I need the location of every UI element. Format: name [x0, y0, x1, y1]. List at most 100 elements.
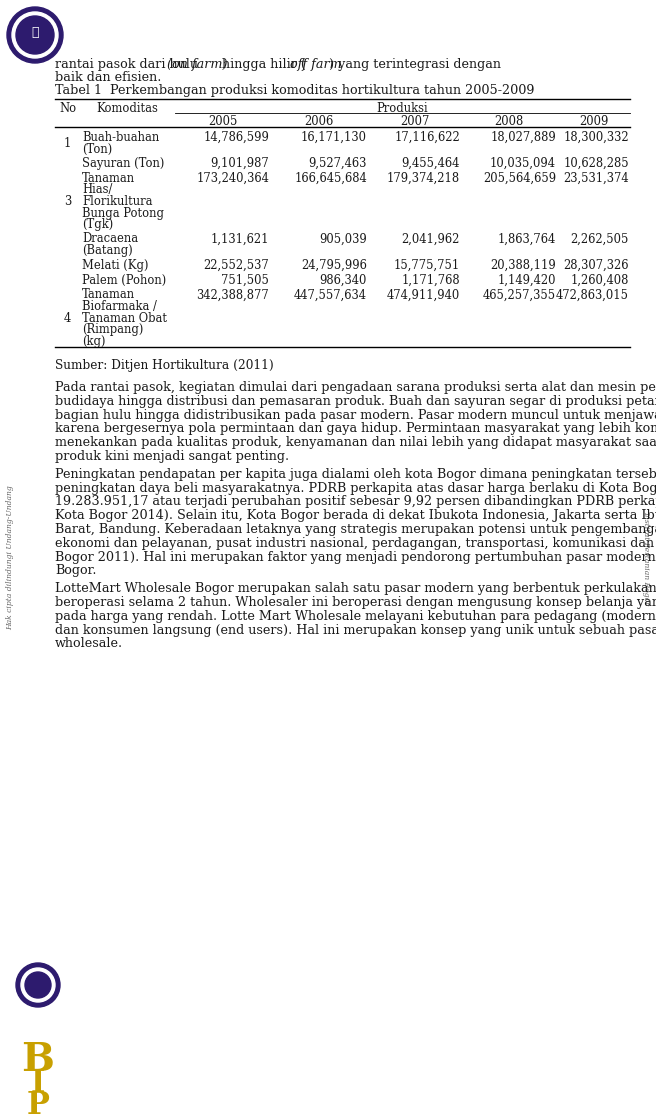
Text: ✿: ✿ — [31, 27, 39, 39]
Text: 9,455,464: 9,455,464 — [401, 157, 460, 169]
Text: 1,131,621: 1,131,621 — [211, 233, 269, 245]
Text: 2005: 2005 — [208, 115, 237, 128]
Text: 22,552,537: 22,552,537 — [203, 259, 269, 271]
Text: LotteMart Wholesale Bogor merupakan salah satu pasar modern yang berbentuk perku: LotteMart Wholesale Bogor merupakan sala… — [55, 582, 656, 595]
Text: Tabel 1  Perkembangan produksi komoditas hortikultura tahun 2005-2009: Tabel 1 Perkembangan produksi komoditas … — [55, 84, 535, 97]
Text: 986,340: 986,340 — [319, 273, 367, 287]
Text: wholesale.: wholesale. — [55, 638, 123, 650]
Text: Tanaman Obat: Tanaman Obat — [82, 311, 167, 324]
Text: Hak cipta dilindungi Undang-Undang: Hak cipta dilindungi Undang-Undang — [6, 485, 14, 630]
Circle shape — [7, 7, 63, 64]
Circle shape — [12, 12, 58, 58]
Circle shape — [16, 16, 54, 54]
Text: 905,039: 905,039 — [319, 233, 367, 245]
Text: 2006: 2006 — [304, 115, 334, 128]
Text: 18,027,889: 18,027,889 — [490, 130, 556, 144]
Text: Buah-buahan: Buah-buahan — [82, 130, 159, 144]
Text: 17,116,622: 17,116,622 — [394, 130, 460, 144]
Text: 20,388,119: 20,388,119 — [490, 259, 556, 271]
Text: menekankan pada kualitas produk, kenyamanan dan nilai lebih yang didapat masyara: menekankan pada kualitas produk, kenyama… — [55, 436, 656, 449]
Text: 474,911,940: 474,911,940 — [387, 289, 460, 301]
Text: 1,149,420: 1,149,420 — [497, 273, 556, 287]
Text: 14,786,599: 14,786,599 — [203, 130, 269, 144]
Text: Pada rantai pasok, kegiatan dimulai dari pengadaan sarana produksi serta alat da: Pada rantai pasok, kegiatan dimulai dari… — [55, 381, 656, 394]
Text: bagian hulu hingga didistribusikan pada pasar modern. Pasar modern muncul untuk : bagian hulu hingga didistribusikan pada … — [55, 408, 656, 421]
Text: produk kini menjadi sangat penting.: produk kini menjadi sangat penting. — [55, 450, 289, 463]
Text: Bunga Potong: Bunga Potong — [82, 206, 164, 220]
Text: 1: 1 — [64, 137, 72, 149]
Text: 28,307,326: 28,307,326 — [564, 259, 629, 271]
Text: Dracaena: Dracaena — [82, 233, 138, 245]
Text: (on farm): (on farm) — [167, 58, 228, 71]
Text: ekonomi dan pelayanan, pusat industri nasional, perdagangan, transportasi, komun: ekonomi dan pelayanan, pusat industri na… — [55, 536, 656, 550]
Text: Institut Pertanian Bogor: Institut Pertanian Bogor — [642, 511, 650, 604]
Text: hingga hilir (: hingga hilir ( — [218, 58, 306, 71]
Text: 447,557,634: 447,557,634 — [294, 289, 367, 301]
Text: (Ton): (Ton) — [82, 143, 112, 155]
Text: Peningkatan pendapatan per kapita juga dialami oleh kota Bogor dimana peningkata: Peningkatan pendapatan per kapita juga d… — [55, 468, 656, 481]
Text: dan konsumen langsung (end users). Hal ini merupakan konsep yang unik untuk sebu: dan konsumen langsung (end users). Hal i… — [55, 623, 656, 637]
Text: 205,564,659: 205,564,659 — [483, 172, 556, 185]
Text: Kota Bogor 2014). Selain itu, Kota Bogor berada di dekat Ibukota Indonesia, Jaka: Kota Bogor 2014). Selain itu, Kota Bogor… — [55, 510, 656, 522]
Text: Barat, Bandung. Keberadaan letaknya yang strategis merupakan potensi untuk penge: Barat, Bandung. Keberadaan letaknya yang… — [55, 523, 656, 536]
Text: 751,505: 751,505 — [221, 273, 269, 287]
Text: 4: 4 — [64, 311, 71, 324]
Text: pada harga yang rendah. Lotte Mart Wholesale melayani kebutuhan para pedagang (m: pada harga yang rendah. Lotte Mart Whole… — [55, 610, 656, 623]
Text: Sumber: Ditjen Hortikultura (2011): Sumber: Ditjen Hortikultura (2011) — [55, 359, 274, 372]
Text: 1,260,408: 1,260,408 — [571, 273, 629, 287]
Text: Biofarmaka /: Biofarmaka / — [82, 300, 157, 313]
Circle shape — [21, 968, 55, 1002]
Text: 24,795,996: 24,795,996 — [301, 259, 367, 271]
Text: (Rimpang): (Rimpang) — [82, 323, 144, 336]
Text: Produksi: Produksi — [377, 101, 428, 115]
Text: (Batang): (Batang) — [82, 244, 133, 256]
Text: 23,531,374: 23,531,374 — [564, 172, 629, 185]
Text: Palem (Pohon): Palem (Pohon) — [82, 273, 166, 287]
Text: Melati (Kg): Melati (Kg) — [82, 259, 148, 271]
Text: karena bergesernya pola permintaan dan gaya hidup. Permintaan masyarakat yang le: karena bergesernya pola permintaan dan g… — [55, 423, 656, 435]
Text: P: P — [26, 1089, 49, 1115]
Text: baik dan efisien.: baik dan efisien. — [55, 71, 161, 84]
Text: Hias/: Hias/ — [82, 184, 112, 196]
Text: Florikultura: Florikultura — [82, 195, 152, 209]
Text: 2,262,505: 2,262,505 — [571, 233, 629, 245]
Text: 2,041,962: 2,041,962 — [401, 233, 460, 245]
Text: 2009: 2009 — [579, 115, 608, 128]
Circle shape — [16, 963, 60, 1007]
Circle shape — [25, 972, 51, 998]
Text: off farm: off farm — [290, 58, 342, 71]
Text: 2007: 2007 — [400, 115, 429, 128]
Text: beroperasi selama 2 tahun. Wholesaler ini beroperasi dengan mengusung konsep bel: beroperasi selama 2 tahun. Wholesaler in… — [55, 597, 656, 609]
Text: 173,240,364: 173,240,364 — [196, 172, 269, 185]
Text: 472,863,015: 472,863,015 — [556, 289, 629, 301]
Text: 9,101,987: 9,101,987 — [211, 157, 269, 169]
Text: 9,527,463: 9,527,463 — [308, 157, 367, 169]
Text: 15,775,751: 15,775,751 — [394, 259, 460, 271]
Text: 166,645,684: 166,645,684 — [295, 172, 367, 185]
Text: Tanaman: Tanaman — [82, 172, 135, 185]
Text: B: B — [22, 1041, 54, 1079]
Text: 10,628,285: 10,628,285 — [564, 157, 629, 169]
Text: 18,300,332: 18,300,332 — [564, 130, 629, 144]
Text: rantai pasok dari hulu: rantai pasok dari hulu — [55, 58, 202, 71]
Text: Bogor.: Bogor. — [55, 564, 96, 578]
Text: 179,374,218: 179,374,218 — [387, 172, 460, 185]
Text: 342,388,877: 342,388,877 — [196, 289, 269, 301]
Text: 10,035,094: 10,035,094 — [490, 157, 556, 169]
Text: 19.283.951,17 atau terjadi perubahan positif sebesar 9,92 persen dibandingkan PD: 19.283.951,17 atau terjadi perubahan pos… — [55, 495, 656, 508]
Text: peningkatan daya beli masyarakatnya. PDRB perkapita atas dasar harga berlaku di : peningkatan daya beli masyarakatnya. PDR… — [55, 482, 656, 495]
Text: (Tgk): (Tgk) — [82, 219, 113, 231]
Text: budidaya hingga distribusi dan pemasaran produk. Buah dan sayuran segar di produ: budidaya hingga distribusi dan pemasaran… — [55, 395, 656, 408]
Text: I: I — [31, 1067, 45, 1098]
Text: Tanaman: Tanaman — [82, 289, 135, 301]
Text: 1,171,768: 1,171,768 — [401, 273, 460, 287]
Text: (kg): (kg) — [82, 334, 106, 348]
Text: Bogor 2011). Hal ini merupakan faktor yang menjadi pendorong pertumbuhan pasar m: Bogor 2011). Hal ini merupakan faktor ya… — [55, 551, 656, 563]
Text: 16,171,130: 16,171,130 — [301, 130, 367, 144]
Text: 1,863,764: 1,863,764 — [498, 233, 556, 245]
Text: 465,257,355: 465,257,355 — [483, 289, 556, 301]
Text: 3: 3 — [64, 195, 71, 209]
Text: 2008: 2008 — [495, 115, 523, 128]
Text: Sayuran (Ton): Sayuran (Ton) — [82, 157, 165, 169]
Text: ) yang terintegrasi dengan: ) yang terintegrasi dengan — [329, 58, 501, 71]
